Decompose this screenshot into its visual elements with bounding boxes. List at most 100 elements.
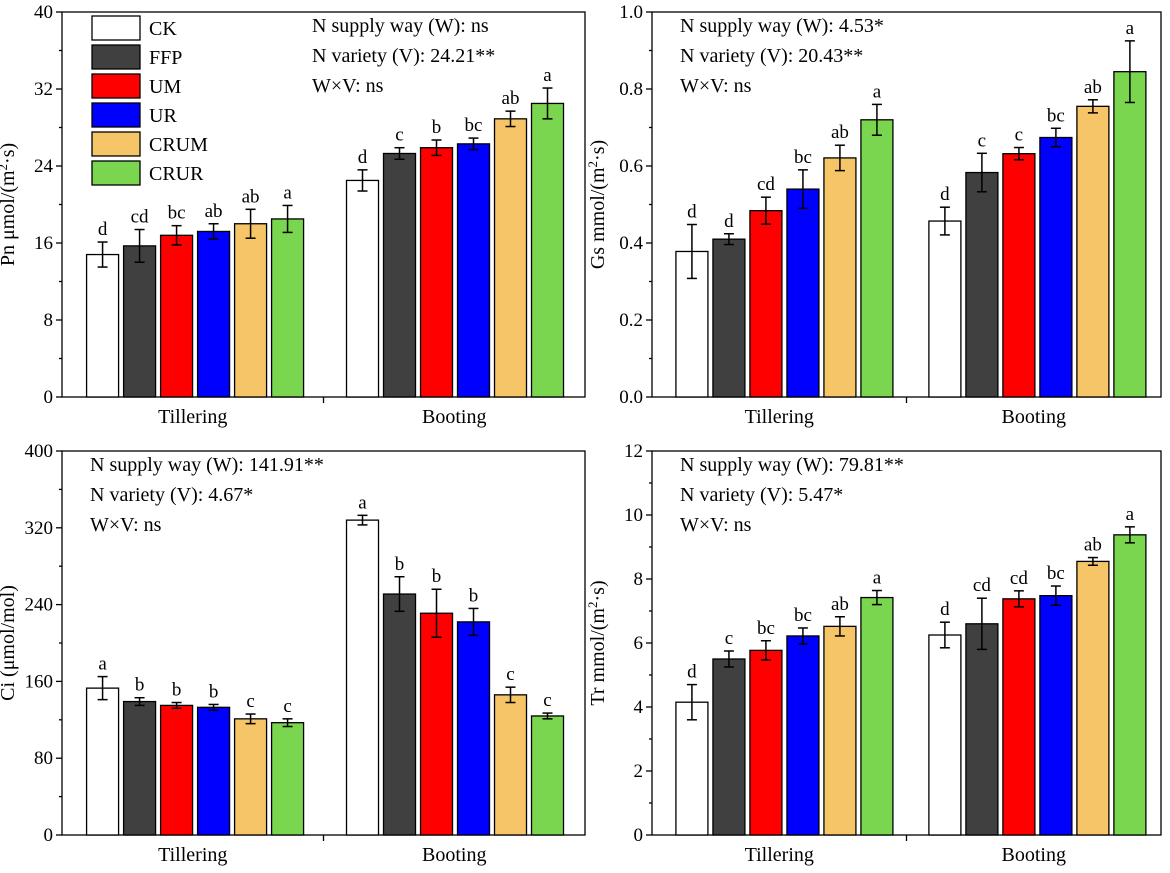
bar-ur (196, 230, 231, 398)
y-tick-label: 160 (25, 671, 54, 692)
bar-um (419, 147, 454, 398)
significance-letter: cd (131, 207, 149, 228)
bar-ck (345, 179, 380, 398)
bar-ffp (965, 171, 999, 398)
significance-letter: bc (757, 618, 775, 639)
bar-crum (493, 694, 528, 836)
y-tick-label: 24 (34, 156, 54, 177)
y-tick-label: 32 (34, 79, 53, 100)
significance-letter: b (432, 566, 442, 587)
y-tick-label: 0 (44, 825, 54, 846)
bar-ur (1039, 136, 1073, 398)
y-axis-label: Pn μmol/(m2·s) (0, 143, 19, 266)
bar-crur (860, 119, 894, 398)
bar-ck (928, 634, 962, 836)
bar-um (159, 234, 194, 398)
bar-crur (270, 722, 305, 836)
legend-swatch-um (91, 73, 141, 99)
y-tick-label: 1.0 (619, 2, 643, 23)
y-tick-label: 12 (624, 441, 643, 462)
significance-letter: c (1015, 125, 1023, 146)
legend-swatch-ur (91, 102, 141, 128)
y-tick-label: 0.6 (619, 156, 643, 177)
x-category-label: Tillering (158, 406, 227, 428)
y-tick-label: 80 (34, 748, 53, 769)
y-tick-label: 10 (624, 505, 643, 526)
bar-ck (85, 253, 120, 398)
y-axis-label: Ci (μmol/mol) (0, 585, 19, 701)
significance-letter: c (543, 690, 551, 711)
significance-letter: cd (1010, 568, 1028, 589)
panel-ci: 0 80 160 240 320 400 Tillering Booting a b b b c c a b b… (0, 441, 586, 866)
y-tick-label: 8 (44, 310, 54, 331)
significance-letter: cd (757, 174, 775, 195)
bar-ffp (965, 623, 999, 836)
y-tick-label: 0 (44, 387, 54, 408)
bar-ffp (712, 238, 746, 398)
significance-letter: c (978, 130, 986, 151)
significance-letter: cd (973, 575, 991, 596)
significance-letter: a (1126, 18, 1135, 39)
legend-swatch-ck (91, 15, 141, 41)
bar-ck (345, 519, 380, 836)
legend-label: CRUM (149, 134, 208, 156)
x-category-label: Booting (422, 406, 486, 428)
statistics-annotation: N variety (V): 5.47* (680, 484, 843, 506)
statistics-annotation: N supply way (W): 4.53* (680, 15, 884, 37)
y-tick-label: 0.0 (619, 387, 643, 408)
significance-letter: bc (794, 147, 812, 168)
bar-crum (493, 118, 528, 398)
significance-letter: a (283, 182, 292, 203)
significance-letter: bc (168, 203, 186, 224)
significance-letter: a (543, 65, 552, 86)
statistics-annotation: W×V: ns (680, 75, 752, 97)
statistics-annotation: W×V: ns (312, 75, 384, 97)
bar-ffp (712, 658, 746, 836)
significance-letter: d (687, 662, 697, 683)
significance-letter: a (98, 654, 107, 675)
bar-ffp (382, 152, 417, 398)
legend-label: UR (149, 105, 177, 127)
statistics-annotation: N supply way (W): 141.91** (90, 454, 324, 476)
significance-letter: b (432, 117, 442, 138)
y-tick-label: 320 (25, 518, 54, 539)
bar-crum (233, 718, 268, 836)
x-category-label: Tillering (158, 844, 227, 866)
significance-letter: d (358, 147, 368, 168)
y-tick-label: 16 (34, 233, 53, 254)
bar-crum (233, 223, 268, 398)
bar-um (1002, 598, 1036, 836)
statistics-annotation: N supply way (W): ns (312, 15, 489, 37)
statistics-annotation: N variety (V): 4.67* (90, 484, 253, 506)
y-tick-label: 400 (25, 441, 54, 462)
significance-letter: c (246, 691, 254, 712)
significance-letter: ab (1084, 535, 1102, 556)
statistics-annotation: W×V: ns (680, 514, 752, 536)
bar-ur (1039, 594, 1073, 836)
bar-crum (1076, 105, 1110, 398)
significance-letter: b (395, 554, 405, 575)
bar-ck (675, 701, 709, 836)
bar-crum (823, 157, 857, 398)
bar-ur (786, 635, 820, 836)
bar-ffp (382, 593, 417, 836)
bar-um (749, 210, 783, 398)
significance-letter: d (940, 599, 950, 620)
bar-crum (823, 625, 857, 836)
x-category-label: Booting (422, 844, 486, 866)
statistics-annotation: N variety (V): 20.43** (680, 45, 863, 67)
significance-letter: a (873, 81, 882, 102)
significance-letter: d (98, 219, 108, 240)
significance-letter: ab (242, 186, 260, 207)
statistics-annotation: N supply way (W): 79.81** (680, 454, 904, 476)
bar-ur (786, 188, 820, 398)
bar-um (749, 649, 783, 836)
x-category-label: Tillering (745, 406, 814, 428)
bar-crur (270, 218, 305, 398)
bar-ck (928, 220, 962, 398)
bar-ur (456, 143, 491, 398)
y-tick-label: 40 (34, 2, 53, 23)
